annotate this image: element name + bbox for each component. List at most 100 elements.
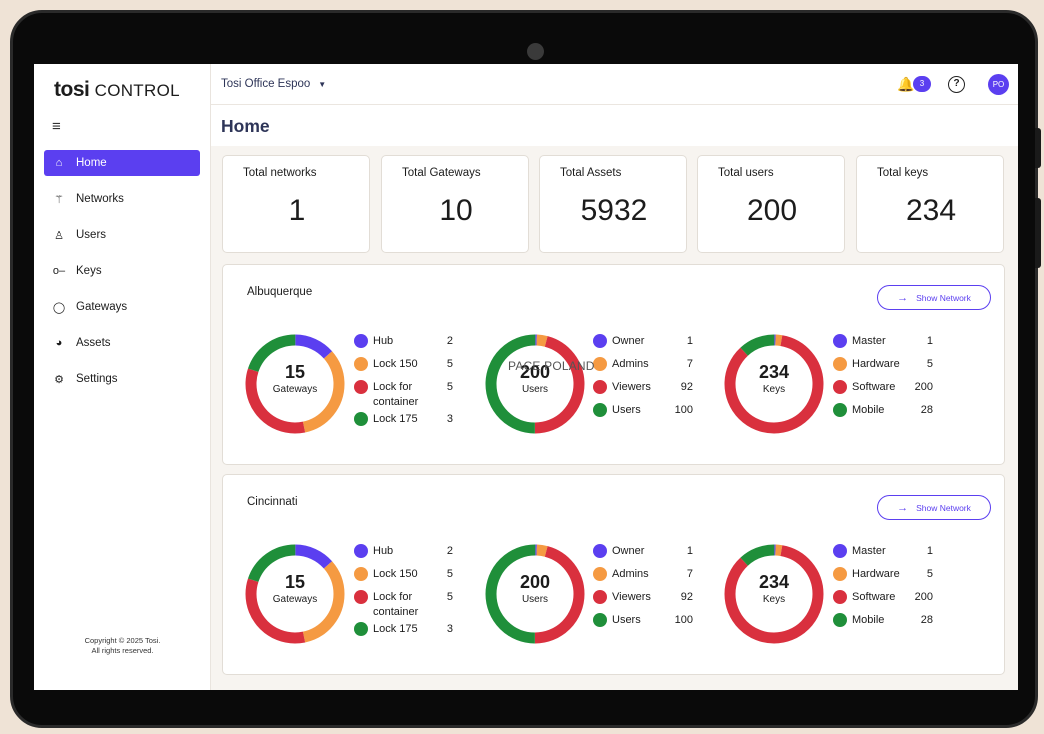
legend-dot	[833, 544, 847, 558]
copyright-line: Copyright © 2025 Tosi.	[84, 636, 161, 645]
notification-badge[interactable]: 3	[913, 76, 931, 92]
legend-count: 5	[446, 568, 453, 580]
donut-total: 15	[284, 362, 306, 382]
sidebar-item-gateways[interactable]: ◯ Gateways	[44, 294, 200, 320]
legend-dot	[354, 567, 368, 581]
gateways-donut-svg	[245, 544, 345, 644]
stat-value: 10	[439, 194, 473, 227]
legend-dot	[354, 622, 368, 636]
avatar[interactable]: PO	[988, 74, 1009, 95]
chevron-down-icon: ▼	[318, 80, 327, 89]
bell-icon[interactable]: 🔔	[897, 76, 915, 92]
legend-item: Users 100	[593, 403, 693, 418]
legend-label: Master	[852, 545, 886, 557]
legend-count: 1	[686, 335, 693, 347]
donut-unit: Keys	[762, 384, 786, 395]
legend-dot	[593, 380, 607, 394]
stat-value: 5932	[580, 194, 648, 227]
legend-item: Viewers 92	[593, 380, 693, 395]
show-network-button[interactable]: → Show Network	[877, 495, 991, 520]
stat-label: Total Assets	[560, 167, 622, 179]
legend-label: Hardware	[852, 568, 900, 580]
help-icon[interactable]: ?	[948, 76, 965, 93]
legend-item: Admins 7	[593, 357, 693, 372]
legend-label: Lock 175	[373, 623, 418, 635]
copyright: Copyright © 2025 Tosi. All rights reserv…	[34, 636, 211, 656]
office-selector[interactable]: Tosi Office Espoo ▼	[221, 78, 326, 90]
legend-label: Lock 150	[373, 568, 418, 580]
sidebar-item-keys[interactable]: o– Keys	[44, 258, 200, 284]
legend-item: Software 200	[833, 590, 933, 605]
legend-dot	[354, 544, 368, 558]
donut-unit: Users	[521, 384, 549, 395]
sidebar-item-label: Networks	[76, 193, 124, 205]
legend-item: Hub 2	[354, 334, 453, 349]
legend-label: Viewers	[612, 381, 651, 393]
gateways-donut-svg	[245, 334, 345, 434]
stat-card-users: Total users 200	[697, 155, 845, 253]
side-button	[1035, 128, 1041, 168]
logo-light: CONTROL	[94, 81, 180, 100]
donut-center: 234 Keys	[724, 362, 824, 395]
donut-center: 200 Users	[485, 572, 585, 605]
sidebar-item-users[interactable]: ♙ Users	[44, 222, 200, 248]
legend-count: 28	[920, 404, 933, 416]
legend-label: Owner	[612, 335, 645, 347]
legend-count: 1	[926, 545, 933, 557]
logo-bold: tosi	[54, 78, 90, 101]
keys-donut-chart: 234 Keys	[724, 334, 824, 434]
stat-label: Total networks	[243, 167, 317, 179]
show-network-button[interactable]: → Show Network	[877, 285, 991, 310]
legend-item: Mobile 28	[833, 403, 933, 418]
sidebar-item-label: Gateways	[76, 301, 128, 313]
network-panel: Albuquerque → Show Network 15 Gateways Hub 2 Lo…	[222, 264, 1005, 465]
gateways-donut-segment-lock-for-container	[245, 334, 345, 434]
legend-dot	[593, 567, 607, 581]
shield-icon: ◯	[52, 301, 66, 314]
legend-dot	[833, 380, 847, 394]
legend-dot	[593, 403, 607, 417]
legend-count: 5	[926, 358, 933, 370]
sidebar-item-settings[interactable]: ⚙ Settings	[44, 366, 200, 392]
legend-label: Hardware	[852, 358, 900, 370]
legend-item: Admins 7	[593, 567, 693, 582]
legend-item: Lock 150 5	[354, 567, 453, 582]
sidebar-item-networks[interactable]: ⚚ Networks	[44, 186, 200, 212]
users-donut-segment-viewers	[485, 334, 585, 434]
legend-item: Master 1	[833, 334, 933, 349]
legend-item: Lock 175 3	[354, 412, 453, 427]
legend-label: Software	[852, 591, 896, 603]
stat-label: Total keys	[877, 167, 929, 179]
users-donut-svg	[485, 544, 585, 644]
users-donut-chart: 200 Users	[485, 334, 585, 434]
page-title: Home	[221, 116, 270, 136]
users-donut-segment-users	[485, 334, 585, 434]
legend-dot	[593, 334, 607, 348]
legend-label: Mobile	[852, 614, 885, 626]
copyright-line: All rights reserved.	[91, 646, 154, 655]
legend-count: 5	[926, 568, 933, 580]
network-panel: Cincinnati → Show Network 15 Gateways Hub 2 Loc…	[222, 474, 1005, 675]
sidebar-item-assets[interactable]: ◕ Assets	[44, 330, 200, 356]
sidebar-item-home[interactable]: ⌂ Home	[44, 150, 200, 176]
side-button	[1035, 198, 1041, 268]
legend-item: Owner 1	[593, 334, 693, 349]
office-name: Tosi Office Espoo	[221, 78, 311, 90]
gateways-donut-segment-lock-for-container	[245, 544, 345, 644]
legend-count: 5	[446, 591, 453, 603]
network-icon: ⚚	[54, 193, 64, 206]
sidebar-item-label: Users	[76, 229, 107, 241]
legend-label: Lock for container	[373, 381, 419, 408]
keys-donut-segment-software	[724, 334, 824, 434]
home-icon: ⌂	[55, 157, 63, 169]
stat-card-keys: Total keys 234	[856, 155, 1004, 253]
legend-item: Users 100	[593, 613, 693, 628]
menu-icon[interactable]: ≡	[52, 118, 61, 135]
sidebar-nav: ⌂ Home ⚚ Networks ♙ Users o– Keys ◯ Gate…	[44, 150, 200, 402]
legend-item: Software 200	[833, 380, 933, 395]
legend-label: Hub	[373, 335, 394, 347]
stat-card-gateways: Total Gateways 10	[381, 155, 529, 253]
camera-dot	[527, 43, 544, 60]
watermark: PACE POLAND	[508, 359, 595, 373]
keys-donut-segment-mobile	[724, 544, 824, 644]
